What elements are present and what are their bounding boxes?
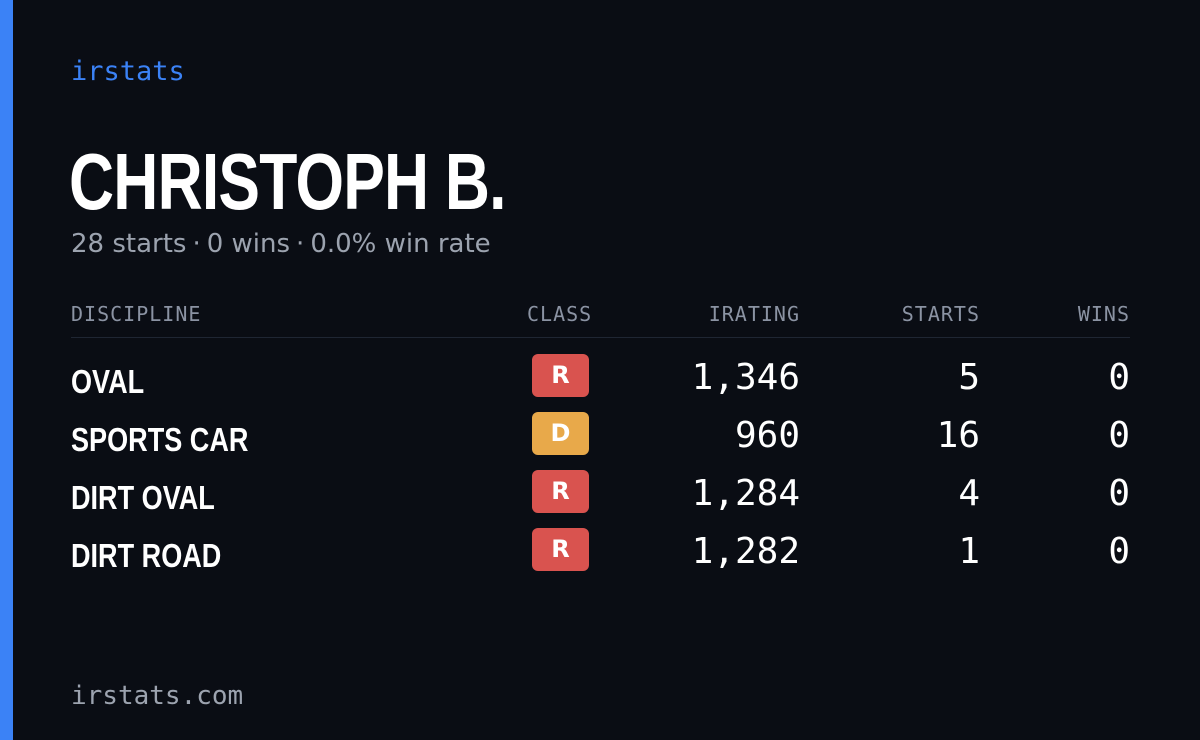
class-badge: R	[532, 528, 589, 571]
row-irating: 960	[734, 415, 800, 456]
header-wins: WINS	[1077, 302, 1130, 326]
class-badge: R	[532, 470, 589, 513]
header-irating: IRATING	[708, 302, 800, 326]
row-starts: 1	[958, 531, 980, 572]
header-class: CLASS	[527, 302, 593, 326]
summary-wins: 0 wins	[206, 229, 291, 259]
row-starts: 5	[958, 357, 980, 398]
row-wins: 0	[1108, 473, 1130, 514]
header-starts: STARTS	[901, 302, 980, 326]
table-row: DIRT OVAL R 1,284 4 0	[71, 470, 1130, 528]
summary-starts: 28 starts	[71, 229, 187, 259]
class-badge: R	[532, 354, 589, 397]
summary-separator: ·	[296, 229, 305, 259]
footer-url: irstats.com	[71, 681, 244, 711]
table-row: DIRT ROAD R 1,282 1 0	[71, 528, 1130, 586]
table-row: SPORTS CAR D 960 16 0	[71, 412, 1130, 470]
driver-name: CHRISTOPH B.	[69, 137, 507, 226]
row-wins: 0	[1108, 357, 1130, 398]
accent-bar	[0, 0, 13, 740]
row-discipline: SPORTS CAR	[71, 421, 249, 458]
table-row: OVAL R 1,346 5 0	[71, 354, 1130, 412]
row-discipline: OVAL	[71, 363, 145, 400]
summary-win-rate: 0.0% win rate	[310, 229, 491, 259]
row-starts: 16	[936, 415, 980, 456]
row-irating: 1,282	[691, 531, 800, 572]
row-wins: 0	[1108, 415, 1130, 456]
row-irating: 1,346	[691, 357, 800, 398]
row-discipline: DIRT OVAL	[71, 479, 215, 516]
row-irating: 1,284	[691, 473, 800, 514]
row-discipline: DIRT ROAD	[71, 537, 222, 574]
row-wins: 0	[1108, 531, 1130, 572]
table-header: DISCIPLINE CLASS IRATING STARTS WINS	[71, 300, 1130, 338]
brand-logo-text: irstats	[71, 56, 185, 87]
header-discipline: DISCIPLINE	[71, 302, 202, 326]
summary-separator: ·	[192, 229, 201, 259]
class-badge: D	[532, 412, 589, 455]
row-starts: 4	[958, 473, 980, 514]
driver-summary: 28 starts · 0 wins · 0.0% win rate	[71, 228, 491, 260]
